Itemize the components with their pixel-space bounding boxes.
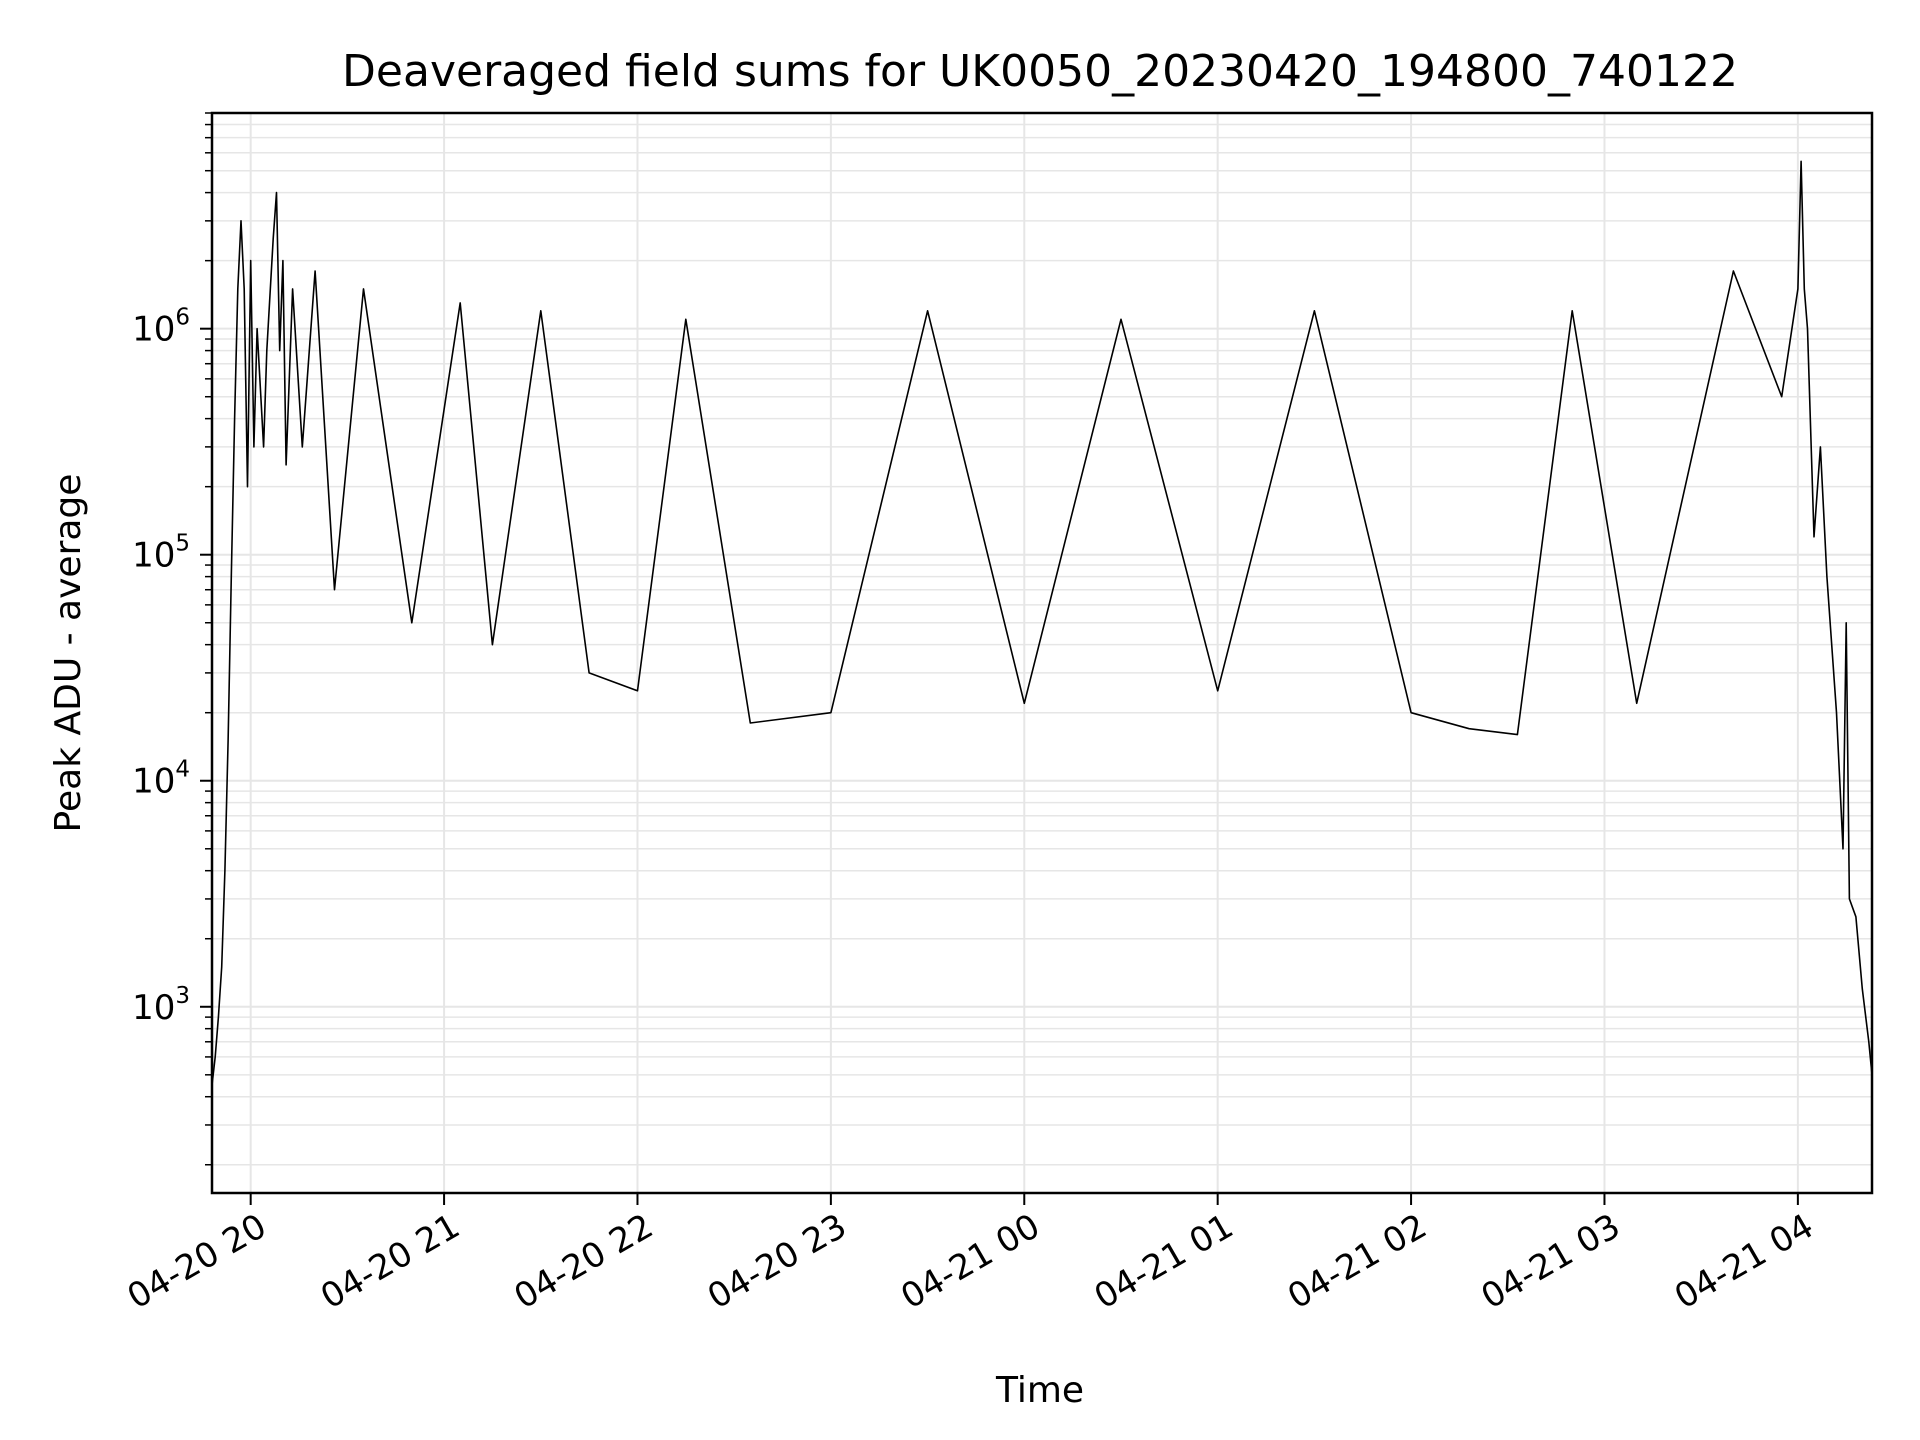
chart-title: Deaveraged field sums for UK0050_2023042…: [342, 46, 1738, 97]
y-tick-exponent: 4: [175, 757, 190, 783]
y-tick-label: 104: [132, 757, 190, 802]
y-tick-base: 10: [132, 988, 175, 1028]
grid: [212, 112, 1872, 1193]
y-axis-label: Peak ADU - average: [48, 474, 89, 833]
y-tick-base: 10: [132, 536, 175, 576]
y-tick-exponent: 5: [175, 531, 190, 557]
y-tick-label: 106: [132, 305, 190, 350]
y-tick-base: 10: [132, 310, 175, 350]
y-tick-base: 10: [132, 762, 175, 802]
y-tick-exponent: 3: [175, 983, 190, 1009]
plot-area: [211, 160, 1873, 1086]
plot-frame: [210, 111, 1874, 1195]
y-tick-exponent: 6: [175, 305, 190, 331]
x-axis-label: Time: [995, 1370, 1084, 1411]
series-line: [211, 160, 1873, 1086]
y-tick-label: 105: [132, 531, 190, 576]
y-tick-label: 103: [132, 983, 190, 1028]
